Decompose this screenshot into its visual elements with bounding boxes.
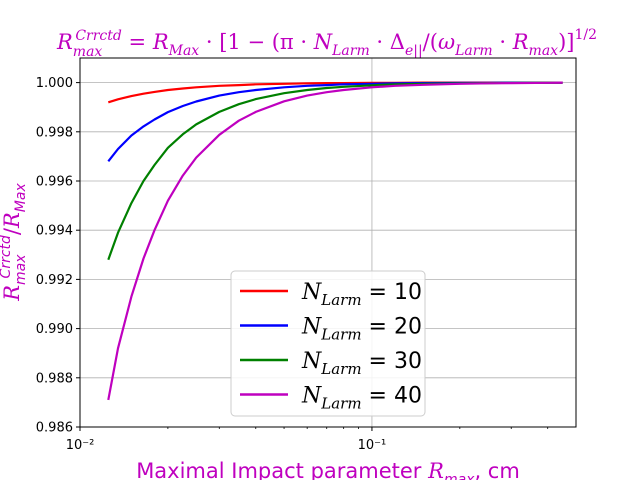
y-tick-label: 0.992: [36, 273, 73, 288]
x-tick-label: 10⁻²: [66, 438, 95, 453]
y-tick-label: 0.994: [36, 224, 73, 239]
axes: 0.986 0.988 0.990 0.992 0.994 0.996 0.998 1.000…: [36, 76, 549, 453]
series-line: [107, 81, 563, 162]
x-axis-label: Maximal Impact parameter Rmax, cm: [136, 459, 520, 480]
x-tick-label: 10⁻¹: [358, 438, 387, 453]
y-tick-label: 0.996: [36, 175, 73, 190]
chart-title: RmaxCrrctd = RMax · [1 − (π · NLarm · Δe…: [56, 27, 597, 60]
y-tick-label: 0.998: [36, 125, 73, 140]
y-tick-label: 1.000: [36, 76, 73, 91]
legend-box: [230, 270, 426, 417]
plot-frame: [79, 57, 577, 428]
y-axis-label: RmaxCrrctd/RMax: [0, 183, 29, 302]
legend-label: NLarm = 40: [301, 384, 422, 413]
legend-label: NLarm = 20: [301, 315, 422, 344]
y-tick-label: 0.986: [36, 421, 73, 436]
y-tick-label: 0.990: [36, 322, 73, 337]
y-tick-label: 0.988: [36, 371, 73, 386]
legend-label: NLarm = 10: [301, 280, 422, 309]
legend-label: NLarm = 30: [301, 349, 422, 378]
series-layer: [107, 81, 563, 401]
series-line: [107, 81, 563, 401]
legend: NLarm = 10 NLarm = 20 NLarm = 30 NLarm = 40: [230, 270, 426, 417]
